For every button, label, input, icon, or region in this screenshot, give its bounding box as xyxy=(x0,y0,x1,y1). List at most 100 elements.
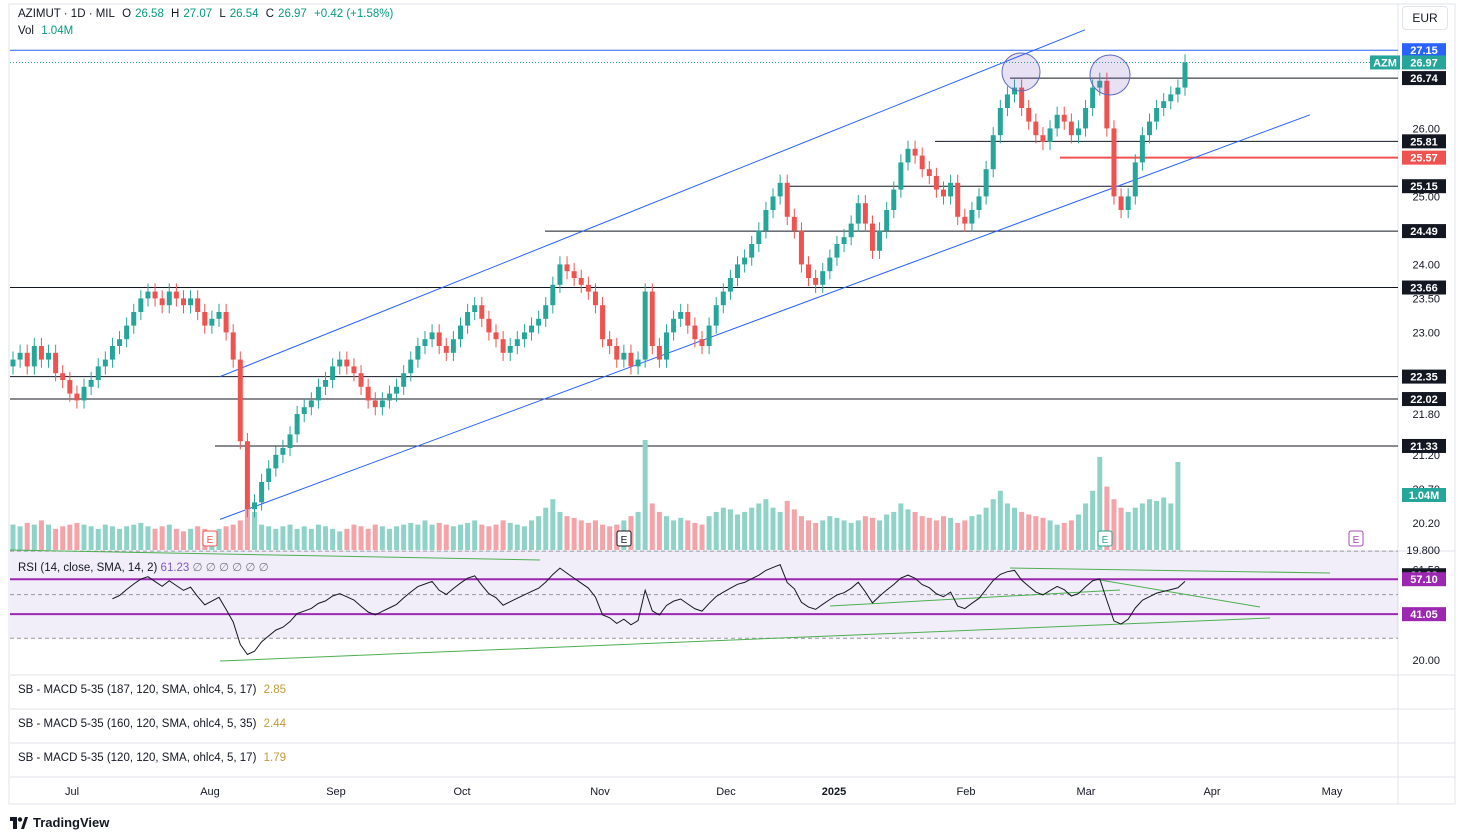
volume-bar xyxy=(834,517,840,550)
candle-body xyxy=(720,291,726,306)
volume-bar xyxy=(529,520,535,550)
candle-body xyxy=(351,366,357,374)
volume-bar xyxy=(330,528,336,550)
volume-bar xyxy=(372,524,378,550)
time-axis-tick: Aug xyxy=(200,786,220,798)
candle-body xyxy=(479,305,485,319)
candle-body xyxy=(1154,108,1160,122)
volume-bar xyxy=(81,524,87,550)
volume-bar xyxy=(152,528,158,550)
price-badge-label: 1.04M xyxy=(1409,490,1440,502)
volume-bar xyxy=(813,522,819,550)
earnings-event-marker: E xyxy=(616,530,632,547)
volume-bar xyxy=(124,526,130,550)
candle-body xyxy=(848,223,854,238)
candle-body xyxy=(244,441,250,510)
volume-bar xyxy=(109,526,115,550)
candle-body xyxy=(1040,135,1046,142)
event-marker-box xyxy=(202,530,218,547)
candle-body xyxy=(976,196,982,210)
candle-body xyxy=(252,502,258,510)
candle-body xyxy=(983,169,989,197)
vol-label: Vol xyxy=(18,25,34,37)
channel-lower-line xyxy=(219,114,1311,520)
candle-body xyxy=(926,169,932,176)
candle-body xyxy=(827,257,833,272)
price-badge-label: 26.97 xyxy=(1410,57,1438,69)
low-value: 26.54 xyxy=(229,8,259,20)
chart-border xyxy=(8,3,1456,805)
volume-bar xyxy=(102,524,108,550)
volume-bar xyxy=(798,516,804,550)
high-value: 27.07 xyxy=(183,8,213,20)
candle-body xyxy=(145,291,151,299)
volume-bar xyxy=(244,503,250,550)
currency-selector[interactable]: EUR xyxy=(1402,6,1448,30)
rsi-legend: RSI (14, close, SMA, 14, 2) 61.23 ∅ ∅ ∅ … xyxy=(18,560,269,574)
rsi-trendline xyxy=(219,617,1271,662)
volume-bar xyxy=(1175,462,1181,550)
volume-bar xyxy=(465,522,471,550)
candle-body xyxy=(195,298,201,312)
volume-bar xyxy=(514,524,520,550)
volume-bar xyxy=(855,520,861,550)
macd-label[interactable]: SB - MACD 5-35 (160, 120, SMA, ohlc4, 5,… xyxy=(18,718,257,730)
volume-bar xyxy=(436,522,442,550)
volume-bar xyxy=(848,522,854,550)
volume-bar xyxy=(38,520,44,550)
price-axis-tick: 20.20 xyxy=(1412,518,1440,530)
candle-body xyxy=(1104,80,1110,129)
volume-bar xyxy=(685,520,691,550)
volume-bar xyxy=(507,522,513,550)
candle-body xyxy=(585,284,591,292)
candle-body xyxy=(287,434,293,448)
volume-bar xyxy=(727,509,733,550)
volume-bar xyxy=(607,526,613,550)
candle-body xyxy=(1004,94,1010,108)
candle-body xyxy=(521,332,527,340)
candle-body xyxy=(798,230,804,265)
candle-body xyxy=(159,298,165,306)
candle-body xyxy=(550,284,556,306)
time-axis-tick: Dec xyxy=(716,786,736,798)
price-badge-label: 27.15 xyxy=(1410,45,1438,57)
event-marker-label: E xyxy=(1353,535,1360,546)
candle-body xyxy=(578,278,584,285)
candle-body xyxy=(955,182,961,217)
candle-body xyxy=(791,216,797,231)
macd-label[interactable]: SB - MACD 5-35 (120, 120, SMA, ohlc4, 5,… xyxy=(18,752,257,764)
volume-bar xyxy=(919,516,925,550)
candle-body xyxy=(337,359,343,367)
time-axis-tick: Feb xyxy=(957,786,976,798)
vol-value: 1.04M xyxy=(41,25,74,37)
price-badge xyxy=(1402,150,1446,165)
rsi-label[interactable]: RSI (14, close, SMA, 14, 2) xyxy=(18,562,158,574)
volume-bar xyxy=(479,524,485,550)
volume-bar xyxy=(450,526,456,550)
tradingview-logo[interactable]: TradingView xyxy=(10,815,109,830)
event-marker-label: E xyxy=(207,535,214,546)
candle-body xyxy=(1026,108,1032,122)
macd-label[interactable]: SB - MACD 5-35 (187, 120, SMA, ohlc4, 5,… xyxy=(18,684,257,696)
low-label: L xyxy=(219,8,226,20)
candle-body xyxy=(280,448,286,455)
candle-body xyxy=(969,210,975,224)
symbol-label[interactable]: AZIMUT · 1D · MIL xyxy=(18,8,115,20)
candle-body xyxy=(529,325,535,333)
volume-bar xyxy=(827,516,833,550)
candle-body xyxy=(663,332,669,360)
candle-body xyxy=(678,312,684,319)
earnings-event-marker: E xyxy=(1348,530,1364,547)
macd-legend-1: SB - MACD 5-35 (187, 120, SMA, ohlc4, 5,… xyxy=(18,684,286,696)
candle-body xyxy=(472,305,478,312)
volume-bar xyxy=(983,507,989,550)
volume-bar xyxy=(308,528,314,550)
candle-body xyxy=(294,414,300,435)
candle-body xyxy=(102,359,108,367)
volume-bar xyxy=(252,511,258,550)
price-badge xyxy=(1402,224,1446,239)
volume-bar xyxy=(678,517,684,550)
candle-body xyxy=(173,291,179,299)
close-value: 26.97 xyxy=(278,8,307,20)
